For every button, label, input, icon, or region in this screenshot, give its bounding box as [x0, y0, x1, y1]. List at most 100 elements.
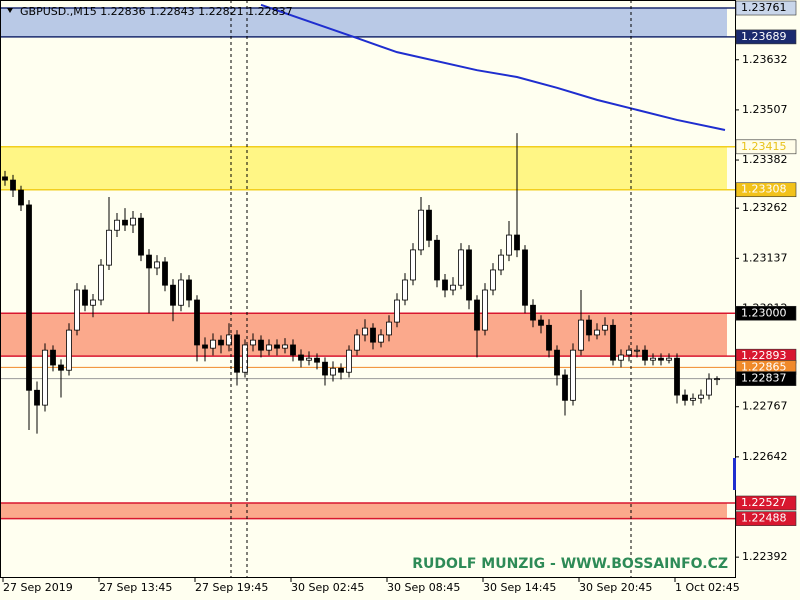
candle-body	[394, 299, 400, 323]
price-label: 1.23308	[741, 183, 787, 196]
x-tick-label: 1 Oct 02:45	[675, 581, 740, 594]
candle-body	[18, 189, 24, 206]
candle-body	[626, 349, 632, 356]
candle-body	[202, 344, 208, 349]
price-label-box	[735, 371, 797, 386]
moving-average	[260, 3, 726, 131]
scroll-marker	[733, 458, 736, 490]
candle-body	[714, 378, 720, 381]
candle-body	[138, 217, 144, 256]
candle-body	[250, 339, 256, 346]
y-tick-label: 1.23507	[742, 103, 788, 116]
candle-body	[194, 299, 200, 346]
candle-body	[602, 324, 608, 331]
candle-body	[650, 357, 656, 361]
candle-body	[298, 354, 304, 361]
y-tick-label: 1.23137	[742, 251, 788, 264]
candle-body	[658, 357, 664, 361]
x-tick-label: 27 Sep 2019	[3, 581, 73, 594]
candle-body	[98, 264, 104, 301]
candle-body	[242, 344, 248, 373]
candle-body	[306, 357, 312, 361]
price-label-box	[735, 511, 797, 526]
candle-body	[178, 279, 184, 306]
candle-body	[130, 217, 136, 226]
candle-body	[186, 279, 192, 301]
candle-body	[378, 334, 384, 343]
candle-body	[466, 249, 472, 301]
candle-body	[122, 219, 128, 226]
candle-body	[458, 249, 464, 286]
candle-body	[274, 344, 280, 349]
candle-body	[330, 367, 336, 376]
y-tick-label: 1.23262	[742, 201, 788, 214]
zone	[0, 146, 727, 190]
x-tick-label: 30 Sep 14:45	[483, 581, 556, 594]
candle-body	[10, 179, 16, 191]
candle-body	[578, 319, 584, 351]
price-label-box	[735, 29, 797, 45]
candle-body	[434, 239, 440, 281]
candle-body	[402, 279, 408, 301]
y-tick-label: 1.22642	[742, 450, 788, 463]
candle-body	[610, 324, 616, 361]
y-tick-label: 1.23382	[742, 153, 788, 166]
price-label: 1.22488	[741, 512, 787, 525]
y-tick-label: 1.23632	[742, 53, 788, 66]
candle-body	[226, 334, 232, 346]
price-label-box	[735, 182, 797, 198]
price-label: 1.23415	[741, 140, 787, 153]
candle-body	[34, 389, 40, 406]
candle-body	[426, 209, 432, 241]
candle-body	[594, 329, 600, 336]
candle-body	[370, 327, 376, 343]
menu-arrow[interactable]	[7, 8, 13, 13]
price-label: 1.22527	[741, 496, 787, 509]
candle-body	[322, 361, 328, 376]
candle-body	[634, 349, 640, 352]
candle-body	[66, 329, 72, 371]
price-label-box	[735, 305, 797, 321]
candle-body	[234, 334, 240, 373]
candle-body	[546, 324, 552, 351]
price-label-box	[735, 495, 797, 511]
candle-body	[674, 357, 680, 396]
plot-border	[0, 0, 736, 578]
candle-body	[530, 304, 536, 321]
candle-body	[290, 344, 296, 356]
candle-body	[682, 394, 688, 401]
price-label: 1.23689	[741, 30, 787, 43]
candle-body	[690, 397, 696, 401]
candle-body	[106, 229, 112, 266]
candle-body	[346, 349, 352, 373]
candle-body	[562, 374, 568, 401]
x-tick-label: 30 Sep 02:45	[291, 581, 364, 594]
candle-body	[2, 176, 8, 181]
candle-body	[538, 319, 544, 326]
candle-body	[266, 344, 272, 351]
candle-body	[698, 394, 704, 399]
candle-body	[74, 289, 80, 331]
price-label: 1.22893	[741, 349, 787, 362]
candle-body	[706, 378, 712, 396]
candle-body	[498, 254, 504, 271]
candle-body	[522, 249, 528, 306]
candle-body	[210, 339, 216, 349]
candle-body	[154, 261, 160, 269]
candle-body	[354, 334, 360, 351]
candle-body	[386, 321, 392, 336]
watermark: RUDOLF MUNZIG - WWW.BOSSAINFO.CZ	[412, 556, 728, 572]
x-tick-label: 27 Sep 19:45	[195, 581, 268, 594]
price-label: 1.22837	[741, 372, 787, 385]
x-tick-label: 30 Sep 08:45	[387, 581, 460, 594]
price-label-box	[735, 0, 797, 16]
candle-body	[42, 349, 48, 406]
y-tick-label: 1.22767	[742, 400, 788, 413]
candle-body	[314, 357, 320, 363]
x-tick-label: 27 Sep 13:45	[99, 581, 172, 594]
candle-body	[666, 357, 672, 361]
candle-body	[170, 284, 176, 306]
candle-body	[338, 367, 344, 373]
